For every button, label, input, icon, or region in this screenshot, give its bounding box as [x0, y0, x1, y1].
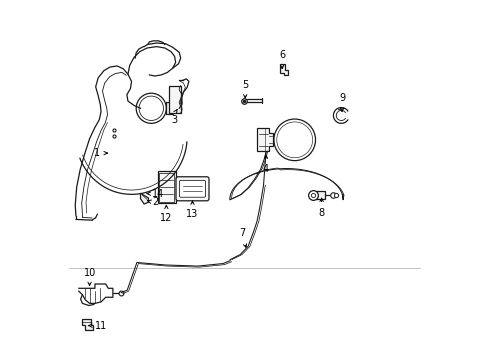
Text: 6: 6 — [279, 50, 285, 60]
Text: 2: 2 — [152, 197, 158, 207]
Text: 9: 9 — [338, 93, 345, 103]
Text: 5: 5 — [242, 80, 248, 90]
Polygon shape — [280, 64, 287, 75]
Text: 13: 13 — [186, 210, 198, 219]
Text: 7: 7 — [239, 228, 245, 238]
Text: 12: 12 — [160, 213, 172, 223]
Polygon shape — [312, 192, 325, 199]
Text: 8: 8 — [318, 208, 324, 218]
Text: 3: 3 — [171, 116, 177, 125]
Text: 10: 10 — [83, 267, 96, 278]
Polygon shape — [169, 86, 180, 113]
Polygon shape — [140, 193, 148, 204]
FancyBboxPatch shape — [179, 180, 205, 197]
FancyBboxPatch shape — [176, 177, 208, 201]
Text: 4: 4 — [263, 164, 268, 174]
Text: 14: 14 — [152, 189, 164, 199]
Text: 1: 1 — [93, 148, 100, 158]
Polygon shape — [257, 129, 273, 151]
Polygon shape — [166, 102, 172, 114]
Polygon shape — [82, 319, 93, 330]
Text: 11: 11 — [94, 321, 107, 330]
Polygon shape — [158, 171, 175, 203]
